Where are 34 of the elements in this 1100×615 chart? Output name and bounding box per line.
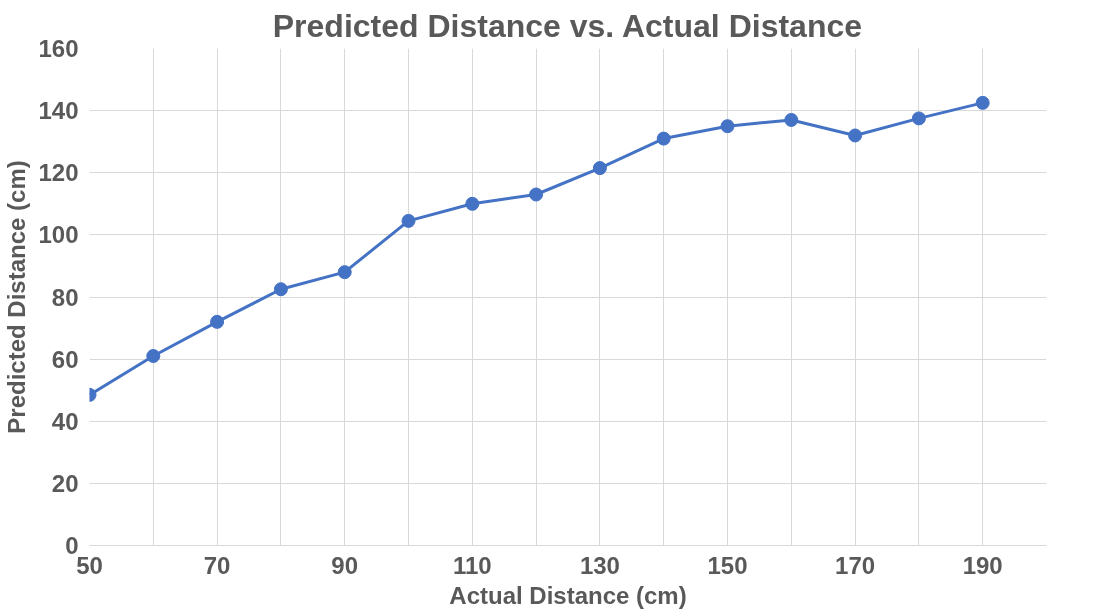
point — [210, 314, 225, 329]
point — [337, 265, 352, 280]
point — [720, 119, 735, 134]
point — [273, 282, 288, 297]
point — [656, 131, 671, 146]
point — [592, 161, 607, 176]
point — [975, 95, 990, 110]
x-tick-label: 130 — [579, 551, 620, 579]
y-axis-title: Predicted Distance (cm) — [3, 160, 31, 434]
point — [529, 187, 544, 202]
point — [401, 213, 416, 228]
y-tick-label: 140 — [38, 97, 79, 125]
y-tick-label: 80 — [51, 283, 79, 311]
y-tick-label: 20 — [51, 469, 79, 497]
y-tick-label: 60 — [51, 345, 79, 373]
y-tick-label: 0 — [65, 532, 79, 559]
x-tick-label: 170 — [835, 551, 876, 579]
point — [784, 112, 799, 127]
x-tick-label: 90 — [331, 551, 359, 579]
y-tick-label: 120 — [38, 159, 79, 187]
x-tick-label: 50 — [76, 551, 103, 579]
point — [146, 349, 161, 364]
y-tick-label: 100 — [38, 221, 79, 249]
chart-title: Predicted Distance vs. Actual Distance — [272, 7, 863, 44]
point — [465, 196, 480, 211]
y-tick-label: 40 — [51, 407, 79, 435]
x-tick-label: 150 — [707, 551, 748, 579]
point — [848, 128, 863, 143]
x-tick-label: 70 — [203, 551, 231, 579]
x-tick-label: 190 — [962, 551, 1003, 579]
point — [911, 111, 926, 126]
x-tick-label: 110 — [452, 551, 492, 579]
x-axis-title: Actual Distance (cm) — [449, 581, 687, 609]
y-tick-label: 160 — [38, 35, 79, 62]
